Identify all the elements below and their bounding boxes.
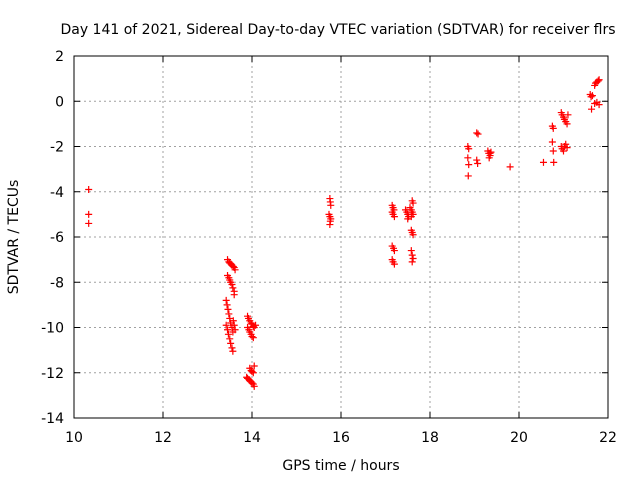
grid	[74, 56, 608, 418]
y-tick-label: 2	[55, 49, 64, 65]
data-point	[226, 335, 234, 343]
data-point	[407, 213, 415, 221]
data-point	[473, 156, 481, 164]
data-point	[222, 321, 230, 329]
data-point	[252, 321, 260, 329]
data-point	[506, 163, 514, 171]
data-point	[587, 93, 595, 101]
data-point	[230, 321, 238, 329]
data-point	[222, 296, 230, 304]
data-point	[390, 213, 398, 221]
data-point	[224, 330, 232, 338]
data-point	[85, 219, 93, 227]
data-point	[248, 333, 256, 341]
data-point	[409, 199, 417, 207]
data-point	[248, 368, 256, 376]
chart-title: Day 141 of 2021, Sidereal Day-to-day VTE…	[60, 22, 615, 38]
x-axis-label: GPS time / hours	[282, 458, 399, 474]
data-point	[464, 172, 472, 180]
y-tick-label: -6	[50, 230, 64, 246]
x-tick-label: 22	[599, 430, 617, 446]
data-point	[485, 154, 493, 162]
data-point	[250, 362, 258, 370]
x-tick-label: 16	[332, 430, 350, 446]
y-tick-label: -10	[41, 321, 64, 337]
data-point	[227, 339, 235, 347]
x-tick-label: 14	[243, 430, 261, 446]
data-point	[409, 231, 417, 239]
data-point	[223, 301, 231, 309]
data-point	[487, 148, 495, 156]
data-point	[231, 266, 239, 274]
y-tick-label: -4	[50, 185, 64, 201]
data-point	[474, 159, 482, 167]
data-point	[465, 145, 473, 153]
data-point	[595, 101, 603, 109]
data-point	[228, 344, 236, 352]
data-point	[486, 149, 494, 157]
x-tick-label: 20	[510, 430, 528, 446]
data-point	[229, 284, 237, 292]
data-point	[563, 144, 571, 152]
data-point	[549, 124, 557, 132]
x-tick-label: 12	[154, 430, 172, 446]
data-point	[588, 92, 596, 100]
y-tick-label: -8	[50, 275, 64, 291]
data-point	[390, 247, 398, 255]
data-point	[229, 317, 237, 325]
data-point	[228, 281, 236, 289]
data-point	[229, 347, 237, 355]
axis-ticks: 10 12 14 16 18 20 22 -14 -12 -10 -8 -6 -4 -2 0 2	[41, 49, 617, 446]
data-point	[326, 221, 334, 229]
data-point	[230, 291, 238, 299]
data-point	[327, 201, 335, 209]
data-point	[564, 111, 572, 119]
x-tick-label: 10	[65, 430, 83, 446]
data-point	[560, 147, 567, 155]
data-point	[390, 260, 398, 268]
data-point	[563, 120, 571, 128]
data-point	[474, 130, 482, 138]
data-point	[550, 158, 558, 166]
data-point	[595, 76, 603, 84]
y-tick-label: -14	[41, 411, 64, 427]
data-point	[249, 334, 257, 342]
data-point	[407, 247, 415, 255]
data-point	[85, 210, 93, 218]
x-tick-label: 18	[421, 430, 439, 446]
data-point	[226, 314, 234, 322]
data-point	[549, 147, 557, 155]
data-point	[473, 129, 481, 137]
data-point	[225, 310, 233, 318]
data-point	[250, 382, 258, 390]
data-point	[224, 326, 232, 334]
data-point	[588, 105, 596, 113]
data-point	[408, 251, 416, 259]
data-point	[594, 77, 602, 85]
data-point	[539, 158, 547, 166]
data-point	[231, 326, 239, 334]
y-tick-label: 0	[55, 94, 64, 110]
y-tick-label: -2	[50, 140, 64, 156]
data-point	[409, 254, 417, 262]
data-point	[85, 185, 93, 193]
data-point	[465, 161, 473, 169]
data-points	[85, 76, 603, 390]
data-point	[408, 258, 416, 266]
data-point	[404, 215, 412, 223]
y-axis-label: SDTVAR / TECUs	[6, 180, 22, 295]
y-tick-label: -12	[41, 366, 64, 382]
data-point	[464, 154, 472, 162]
data-point	[249, 369, 257, 377]
data-point	[548, 138, 556, 146]
data-point	[562, 140, 570, 148]
data-point	[224, 305, 232, 313]
